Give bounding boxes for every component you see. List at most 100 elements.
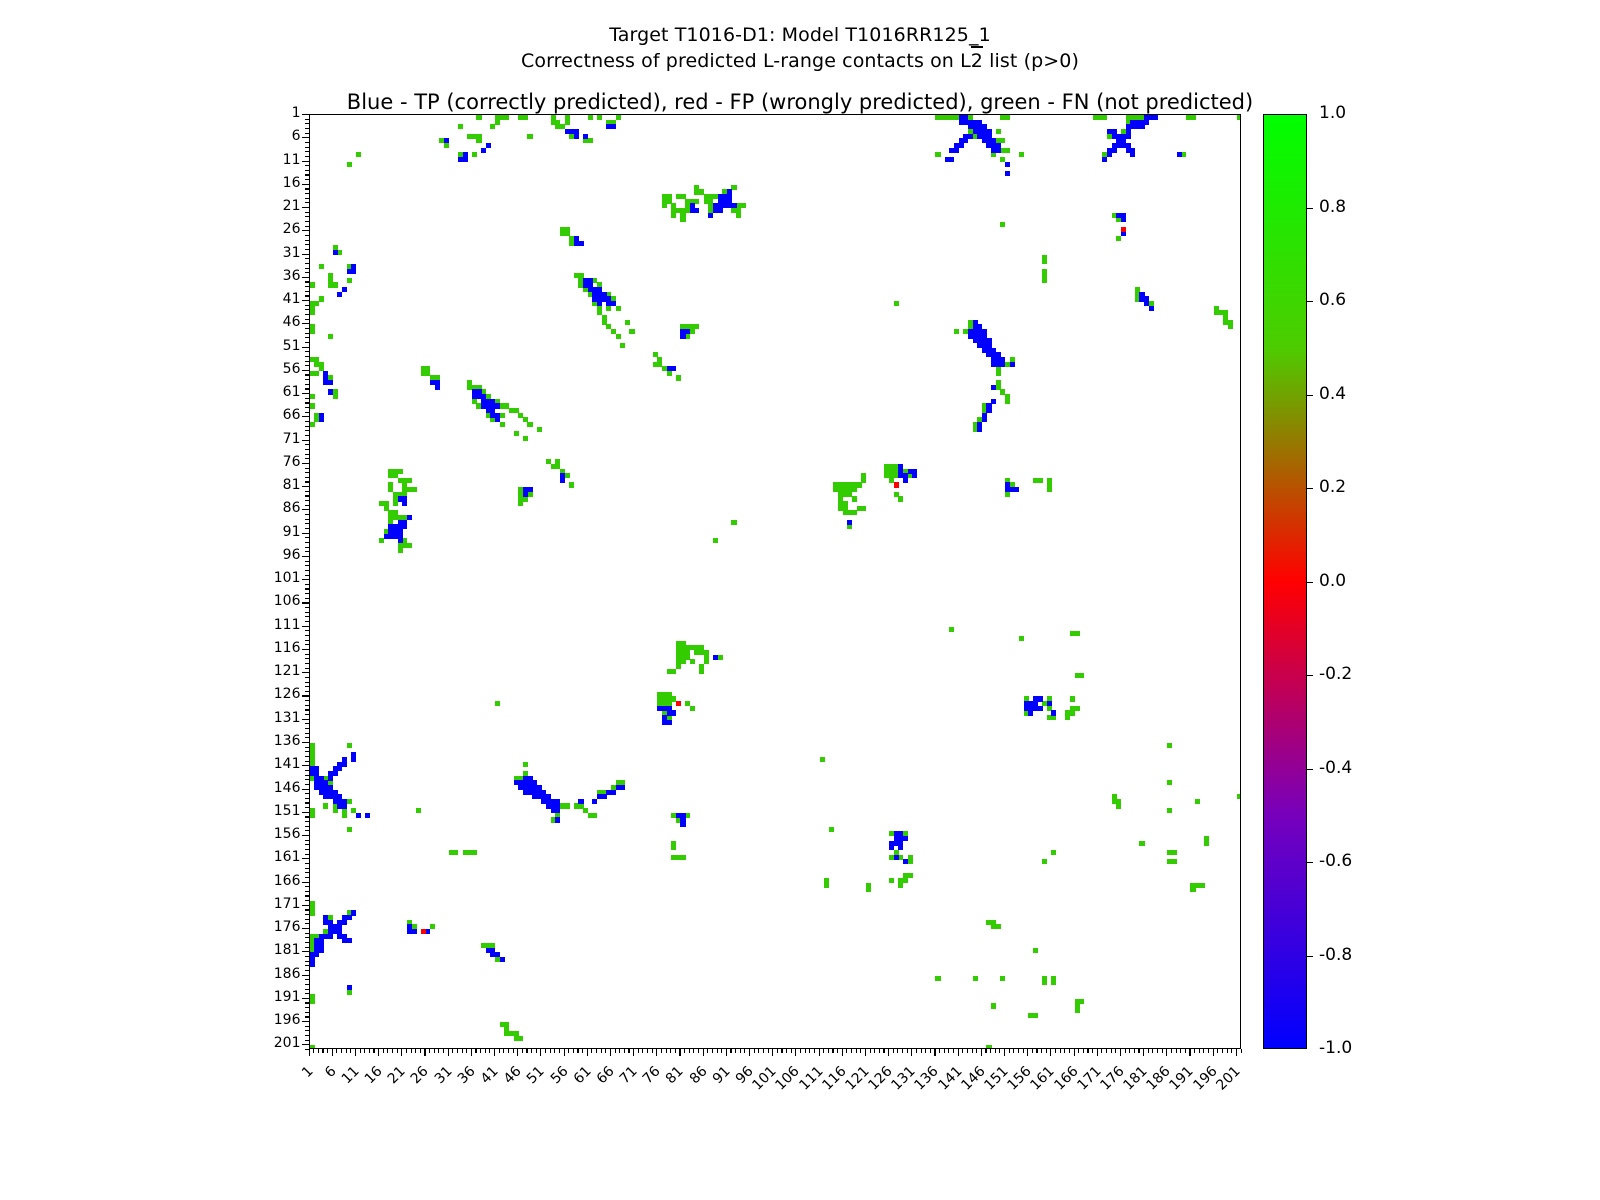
contact-cell-fn: [587, 291, 593, 297]
contact-cell-tp: [323, 933, 329, 939]
x-major-tick: [540, 1049, 542, 1056]
contact-cell-tp: [337, 766, 343, 772]
contact-cell-fn: [555, 812, 561, 818]
contact-cell-fn: [852, 496, 858, 502]
x-minor-tick: [595, 1049, 598, 1053]
contact-cell-fn: [1107, 133, 1113, 139]
y-minor-tick: [304, 793, 309, 795]
y-tick-label: 166: [273, 872, 301, 889]
contact-cell-tp: [578, 798, 584, 804]
x-major-tick: [378, 1049, 380, 1056]
contact-cell-fn: [434, 375, 440, 381]
y-minor-tick: [304, 541, 309, 544]
contact-cell-fn: [615, 780, 621, 786]
contact-cell-fn: [569, 240, 575, 246]
contact-cell-fn: [1134, 287, 1140, 293]
y-minor-tick: [304, 769, 309, 771]
y-tick-label: 161: [273, 849, 301, 866]
contact-cell-fn: [332, 245, 338, 251]
contact-cell-tp: [666, 710, 672, 716]
y-minor-tick: [304, 476, 309, 478]
contact-cell-fn: [847, 524, 853, 530]
contact-cell-fn: [708, 194, 714, 200]
contact-cell-fn: [889, 468, 895, 474]
contact-cell-fn: [1190, 887, 1196, 893]
contact-cell-tp: [1037, 705, 1043, 711]
contact-cell-fn: [1130, 115, 1136, 121]
y-tick-label: 61: [282, 384, 301, 401]
contact-cell-tp: [318, 417, 324, 423]
x-major-tick: [424, 1049, 426, 1056]
x-minor-tick: [716, 1049, 718, 1053]
contact-cell-fn: [1139, 115, 1145, 121]
contact-cell-fn: [1120, 128, 1127, 135]
contact-cell-fn: [402, 477, 408, 483]
x-minor-tick: [498, 1049, 500, 1053]
contact-cell-fn: [416, 808, 422, 814]
contact-cell-tp: [986, 128, 992, 135]
contact-cell-fn: [1046, 482, 1052, 488]
contact-cell-fn: [1051, 980, 1057, 986]
x-minor-tick: [1203, 1049, 1205, 1053]
contact-cell-tp: [981, 417, 987, 423]
contact-cell-fn: [1102, 115, 1108, 121]
contact-cell-tp: [314, 775, 320, 781]
contact-cell-tp: [559, 473, 565, 479]
contact-cell-tp: [847, 519, 853, 525]
x-minor-tick: [456, 1049, 458, 1053]
y-minor-tick: [304, 211, 309, 213]
contact-cell-fn: [838, 482, 844, 488]
x-minor-tick: [878, 1049, 880, 1053]
contact-cell-fn: [467, 380, 473, 386]
x-major-tick: [888, 1049, 890, 1056]
fraction-text: 2: [970, 50, 983, 72]
contact-cell-tp: [898, 845, 904, 851]
x-major-tick: [980, 1049, 982, 1056]
contact-cell-fn: [583, 808, 589, 814]
y-minor-tick: [304, 467, 309, 469]
y-minor-tick: [304, 760, 309, 762]
x-minor-tick: [1133, 1049, 1135, 1053]
contact-cell-fn: [657, 696, 663, 702]
colorbar[interactable]: [1263, 114, 1307, 1049]
contact-cell-fn: [1181, 152, 1187, 158]
contact-cell-fn: [314, 361, 320, 367]
contact-cell-fn: [1079, 998, 1085, 1004]
contact-cell-fn: [1005, 398, 1011, 404]
contact-cell-fn: [1167, 808, 1173, 814]
contact-cell-fn: [397, 491, 403, 497]
y-minor-tick: [304, 193, 309, 195]
contact-cell-fn: [527, 422, 533, 428]
y-minor-tick: [304, 667, 309, 669]
contact-cell-fn: [1111, 794, 1117, 800]
x-minor-tick: [391, 1049, 394, 1053]
contact-cell-fn: [675, 817, 681, 823]
contact-cell-fn: [467, 133, 473, 139]
y-tick-label: 116: [273, 639, 301, 656]
contact-cell-tp: [958, 138, 964, 144]
contact-cell-fn: [522, 770, 528, 776]
contact-cell-fn: [685, 649, 691, 656]
contact-cell-tp: [332, 766, 338, 772]
contact-cell-fn: [671, 845, 677, 851]
x-major-tick: [1143, 1049, 1145, 1056]
contact-cell-fn: [471, 398, 477, 404]
contact-cell-tp: [717, 208, 723, 214]
contact-cell-fn: [675, 375, 681, 381]
contact-cell-tp: [494, 412, 501, 418]
contact-cell-fn: [967, 115, 973, 121]
y-minor-tick: [304, 839, 309, 841]
contact-cell-tp: [1116, 212, 1122, 218]
contact-cell-fn: [522, 115, 528, 121]
figure-title-line2-pre: Correctness of predicted L-range contact…: [521, 50, 971, 72]
contact-cell-tp: [346, 268, 352, 274]
contact-cell-tp: [494, 403, 501, 409]
contact-cell-tp: [680, 333, 686, 339]
y-tick-label: 196: [273, 1012, 301, 1029]
contact-cell-fn: [309, 310, 315, 316]
contact-cell-fn: [346, 798, 352, 804]
contact-cell-fn: [309, 905, 315, 911]
contact-map-plot-area[interactable]: [308, 114, 1241, 1049]
contact-cell-fn: [1134, 291, 1140, 297]
contact-cell-fn: [328, 277, 334, 283]
